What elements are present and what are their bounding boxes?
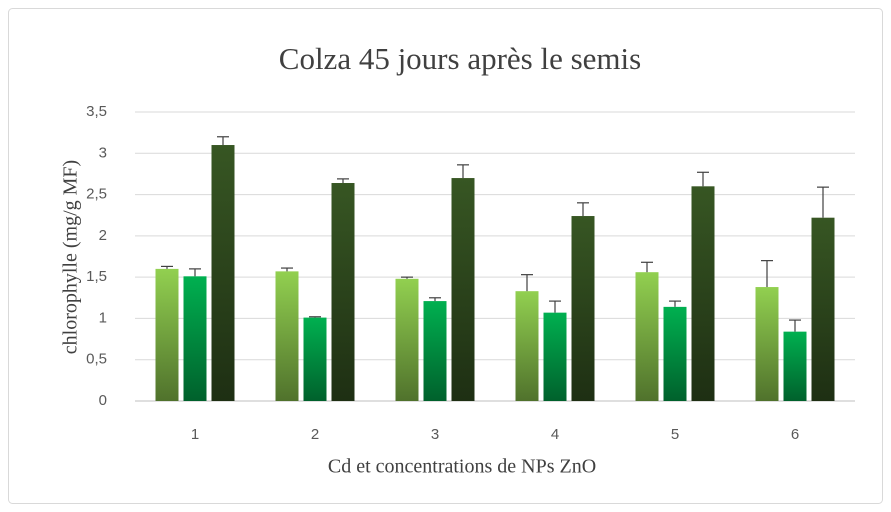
bar xyxy=(395,278,419,401)
bar xyxy=(691,186,715,401)
y-tick-label: 2,5 xyxy=(86,186,107,203)
bar xyxy=(451,178,475,401)
x-tick-label: 5 xyxy=(671,426,679,443)
x-axis-title: Cd et concentrations de NPs ZnO xyxy=(328,456,596,478)
x-tick-label: 4 xyxy=(551,426,559,443)
bar xyxy=(783,331,807,401)
y-tick-label: 2 xyxy=(99,227,107,244)
y-tick-label: 3,5 xyxy=(86,103,107,120)
bar xyxy=(211,145,235,401)
bar xyxy=(155,268,179,401)
bar xyxy=(811,217,835,401)
x-tick-label: 1 xyxy=(191,426,199,443)
bar xyxy=(663,306,687,401)
bar xyxy=(423,301,447,401)
bar xyxy=(183,276,207,401)
x-tick-label: 2 xyxy=(311,426,319,443)
chart-border xyxy=(8,8,883,504)
chart-title: Colza 45 jours après le semis xyxy=(279,41,641,76)
bar xyxy=(515,291,539,401)
y-tick-label: 1,5 xyxy=(86,268,107,285)
bar xyxy=(755,287,779,401)
y-tick-label: 3 xyxy=(99,144,107,161)
y-axis-title: chlorophylle (mg/g MF) xyxy=(60,160,82,354)
bar xyxy=(635,272,659,401)
x-tick-label: 6 xyxy=(791,426,799,443)
x-tick-label: 3 xyxy=(431,426,439,443)
y-tick-label: 0 xyxy=(99,392,107,409)
bar xyxy=(303,317,327,401)
y-tick-label: 0,5 xyxy=(86,351,107,368)
y-tick-label: 1 xyxy=(99,309,107,326)
bar xyxy=(275,271,299,401)
bar xyxy=(571,216,595,401)
bar xyxy=(543,312,567,401)
bar xyxy=(331,183,355,401)
